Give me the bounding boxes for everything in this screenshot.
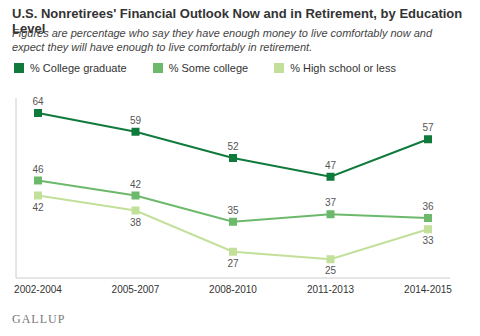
svg-text:2008-2010: 2008-2010	[209, 284, 257, 295]
svg-text:64: 64	[32, 96, 44, 107]
svg-text:57: 57	[422, 122, 434, 133]
svg-text:2005-2007: 2005-2007	[112, 284, 160, 295]
svg-text:37: 37	[325, 197, 337, 208]
svg-text:2011-2013: 2011-2013	[307, 284, 355, 295]
svg-text:33: 33	[422, 235, 434, 246]
svg-text:59: 59	[130, 115, 142, 126]
svg-text:47: 47	[325, 160, 337, 171]
html-text:% College graduate: % College graduate	[30, 62, 127, 74]
html-text:GALLUP: GALLUP	[12, 312, 66, 326]
html-text:U.S. Nonretirees' Financial Ou: U.S. Nonretirees' Financial Outlook Now …	[12, 6, 463, 36]
svg-text:36: 36	[422, 201, 434, 212]
svg-text:27: 27	[227, 258, 239, 269]
svg-text:25: 25	[325, 265, 337, 276]
svg-text:42: 42	[130, 179, 142, 190]
svg-text:2002-2004: 2002-2004	[14, 284, 62, 295]
svg-text:52: 52	[227, 141, 239, 152]
svg-text:38: 38	[130, 217, 142, 228]
html-text:% Some college: % Some college	[168, 62, 249, 74]
svg-text:42: 42	[32, 202, 44, 213]
svg-text:35: 35	[227, 205, 239, 216]
html-text:Figures are percentage who say: Figures are percentage who say they have…	[12, 27, 433, 53]
svg-text:46: 46	[32, 164, 44, 175]
svg-text:2014-2015: 2014-2015	[404, 284, 452, 295]
html-text:% High school or less: % High school or less	[290, 62, 396, 74]
